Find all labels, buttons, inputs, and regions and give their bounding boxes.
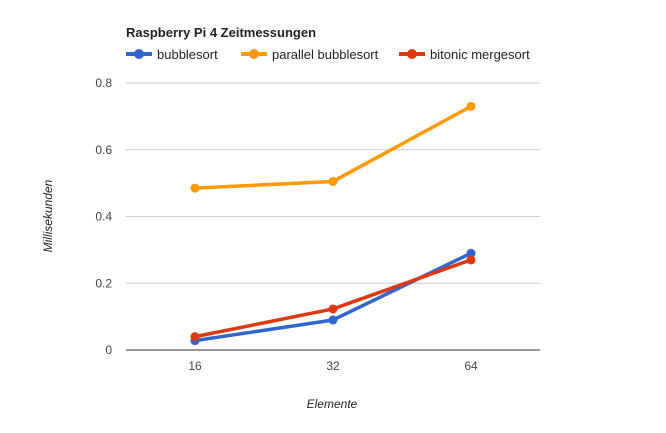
legend-marker-parallel-bubblesort — [249, 49, 259, 59]
x-axis-title: Elemente — [307, 397, 358, 411]
x-tick-label: 32 — [326, 359, 340, 373]
chart-title: Raspberry Pi 4 Zeitmessungen — [126, 25, 316, 40]
data-point-bitonic-mergesort[interactable] — [466, 255, 476, 265]
data-point-bitonic-mergesort[interactable] — [190, 332, 200, 342]
x-tick-label: 64 — [464, 359, 478, 373]
y-axis-ticks: 0 0.2 0.4 0.6 0.8 — [95, 76, 112, 357]
legend: bubblesort parallel bubblesort bitonic m… — [126, 47, 530, 62]
data-point-parallel-bubblesort[interactable] — [328, 176, 338, 186]
series-line-parallel-bubblesort[interactable] — [193, 104, 473, 190]
gridlines — [126, 82, 540, 351]
y-tick-label: 0.4 — [95, 210, 112, 224]
y-tick-label: 0 — [105, 343, 112, 357]
x-tick-label: 16 — [188, 359, 202, 373]
x-axis-ticks: 16 32 64 — [188, 359, 478, 373]
y-tick-label: 0.6 — [95, 143, 112, 157]
legend-label-bubblesort: bubblesort — [157, 47, 218, 62]
legend-label-bitonic-mergesort: bitonic mergesort — [430, 47, 530, 62]
legend-item-bitonic-mergesort[interactable]: bitonic mergesort — [399, 47, 530, 62]
series-points — [190, 101, 476, 346]
y-tick-label: 0.2 — [95, 276, 112, 290]
data-point-bubblesort[interactable] — [466, 248, 476, 258]
y-axis-title: Millisekunden — [41, 179, 55, 252]
data-point-parallel-bubblesort[interactable] — [466, 101, 476, 111]
legend-marker-bitonic-mergesort — [407, 49, 417, 59]
data-point-bitonic-mergesort[interactable] — [328, 304, 338, 314]
data-point-parallel-bubblesort[interactable] — [190, 183, 200, 193]
legend-marker-bubblesort — [134, 49, 144, 59]
legend-item-bubblesort[interactable]: bubblesort — [126, 47, 218, 62]
data-point-bubblesort[interactable] — [328, 315, 338, 325]
legend-label-parallel-bubblesort: parallel bubblesort — [272, 47, 379, 62]
legend-item-parallel-bubblesort[interactable]: parallel bubblesort — [241, 47, 379, 62]
y-tick-label: 0.8 — [95, 76, 112, 90]
